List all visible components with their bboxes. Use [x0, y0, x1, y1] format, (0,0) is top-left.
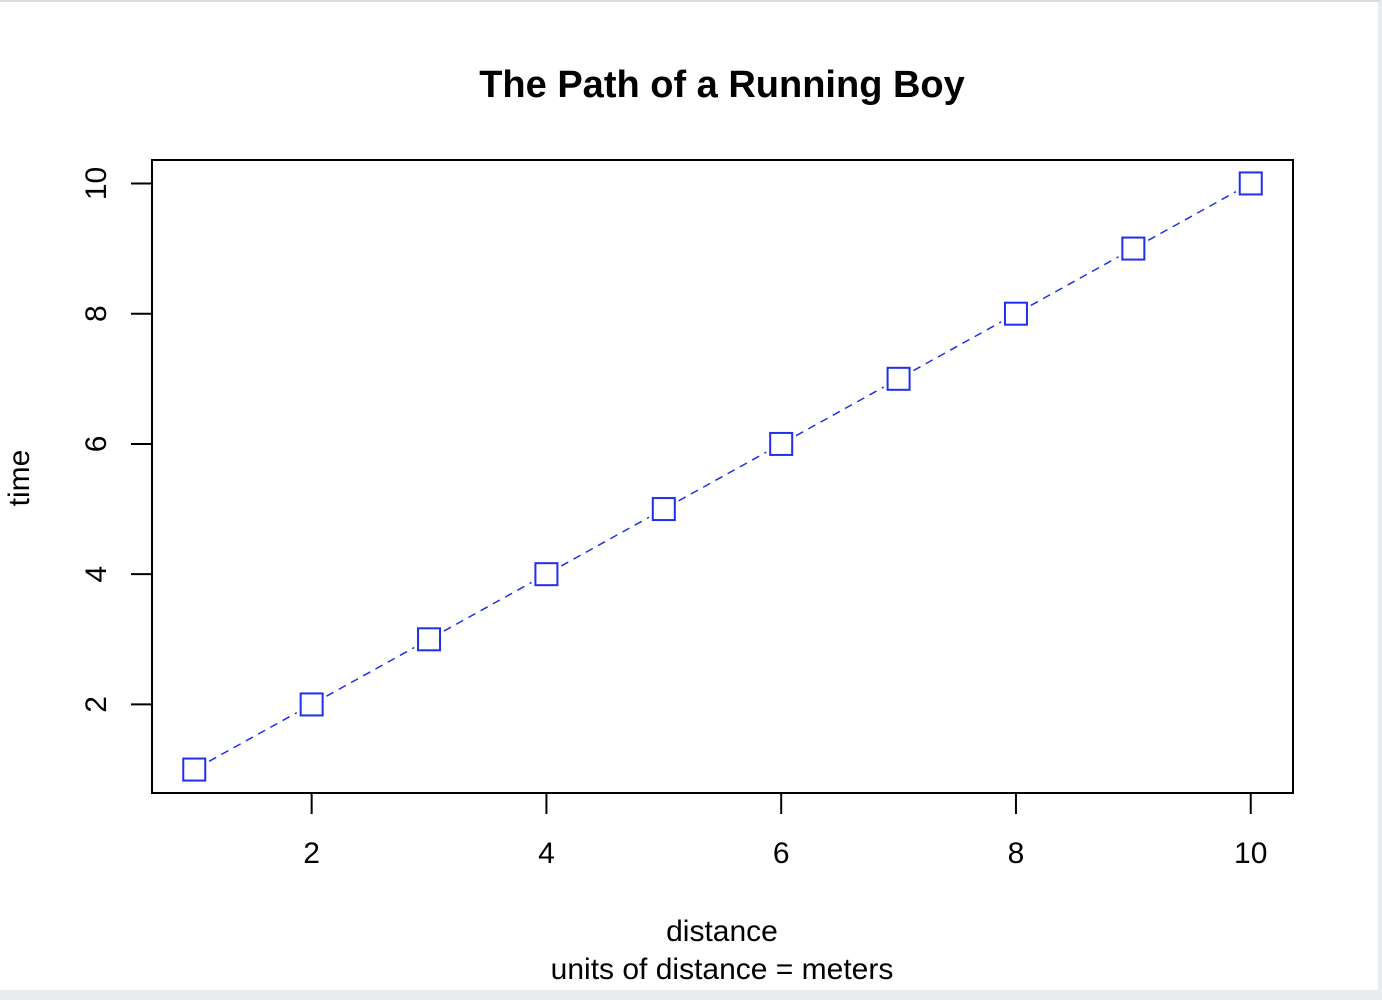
data-point [182, 757, 207, 782]
x-axis-subtitle: units of distance = meters [551, 953, 894, 986]
y-axis: 2 4 6 8 10 [80, 167, 153, 713]
x-tick-label: 2 [303, 837, 320, 870]
series-line-segment [326, 646, 415, 697]
y-tick-label: 4 [80, 566, 113, 583]
y-axis-label: time [3, 450, 36, 507]
chart-title: The Path of a Running Boy [479, 64, 965, 106]
data-point [1238, 171, 1263, 196]
data-series [182, 171, 1263, 782]
x-tick-label: 8 [1008, 837, 1025, 870]
series-line-segment [913, 321, 1002, 372]
series-line-segment [560, 516, 650, 567]
series-line-segment [1147, 191, 1237, 241]
data-point [1003, 301, 1028, 326]
series-line-segment [208, 712, 298, 762]
x-tick-label: 6 [773, 837, 790, 870]
data-point [651, 497, 676, 522]
x-tick-label: 4 [538, 837, 555, 870]
data-point [769, 431, 794, 456]
series-line-segment [1030, 256, 1119, 307]
data-point [886, 366, 911, 391]
series-line-segment [678, 451, 767, 502]
series-line-segment [443, 581, 532, 632]
x-axis-label: distance [666, 915, 778, 948]
data-point [417, 627, 442, 652]
data-point [1121, 236, 1146, 261]
data-point [299, 692, 324, 717]
y-tick-label: 2 [80, 696, 113, 713]
y-tick-label: 8 [80, 305, 113, 322]
series-line-segment [795, 386, 885, 437]
y-tick-label: 10 [80, 167, 113, 200]
x-axis: 2 4 6 8 10 [303, 792, 1267, 870]
y-tick-label: 6 [80, 436, 113, 453]
data-point [534, 562, 559, 587]
x-tick-label: 10 [1234, 837, 1267, 870]
